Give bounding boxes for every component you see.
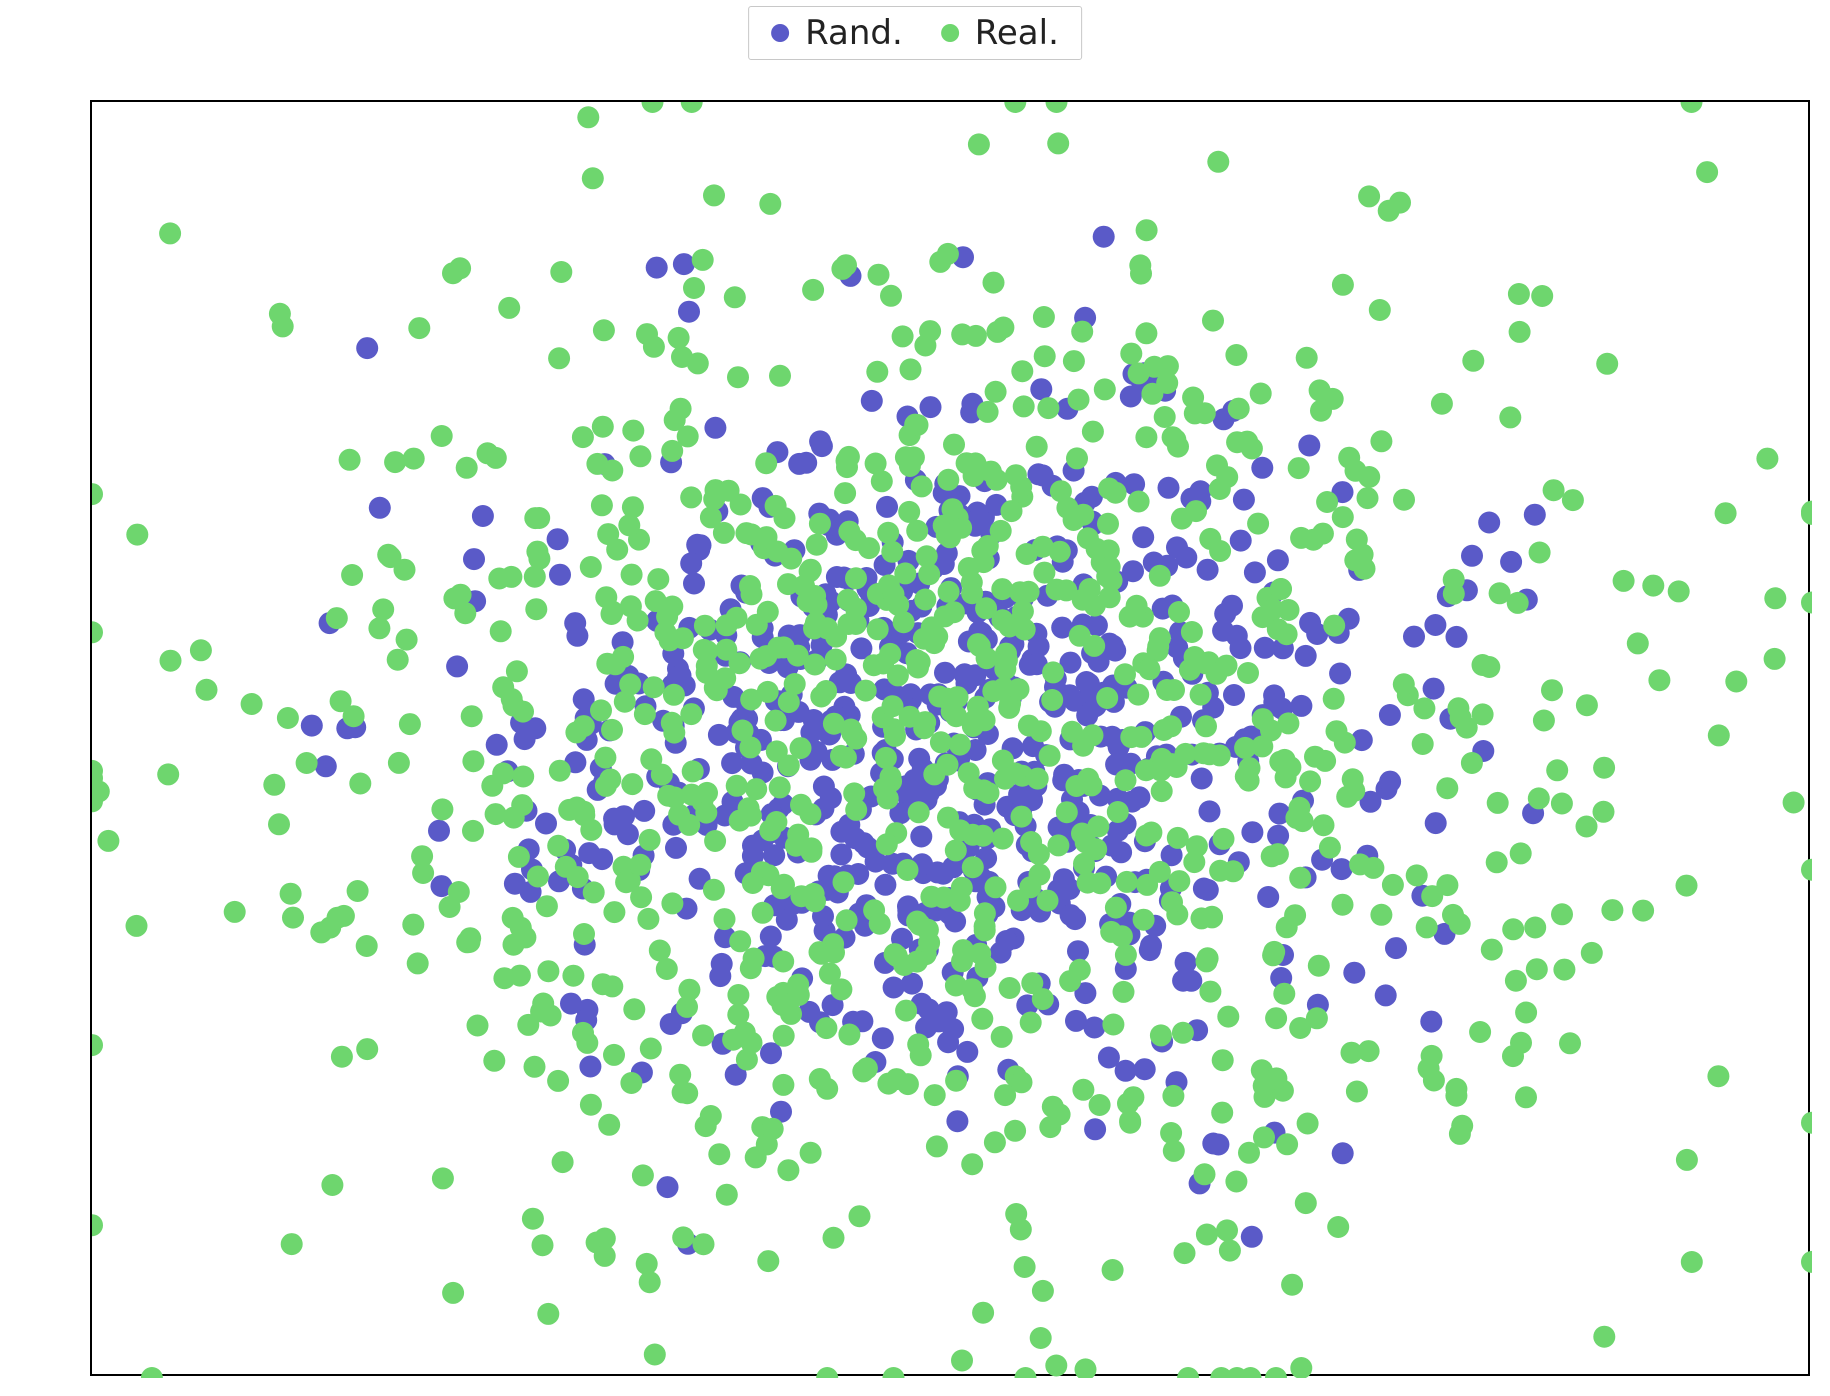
circle-icon xyxy=(771,24,789,42)
legend-label: Real. xyxy=(975,13,1059,53)
legend: Rand. Real. xyxy=(748,6,1082,60)
circle-icon xyxy=(941,24,959,42)
legend-item-rand: Rand. xyxy=(771,13,903,53)
chart-container: Rand. Real. xyxy=(0,0,1830,1396)
series-real xyxy=(92,102,1812,1378)
scatter-svg xyxy=(92,102,1812,1378)
plot-area xyxy=(90,100,1810,1376)
legend-item-real: Real. xyxy=(941,13,1059,53)
legend-label: Rand. xyxy=(805,13,903,53)
